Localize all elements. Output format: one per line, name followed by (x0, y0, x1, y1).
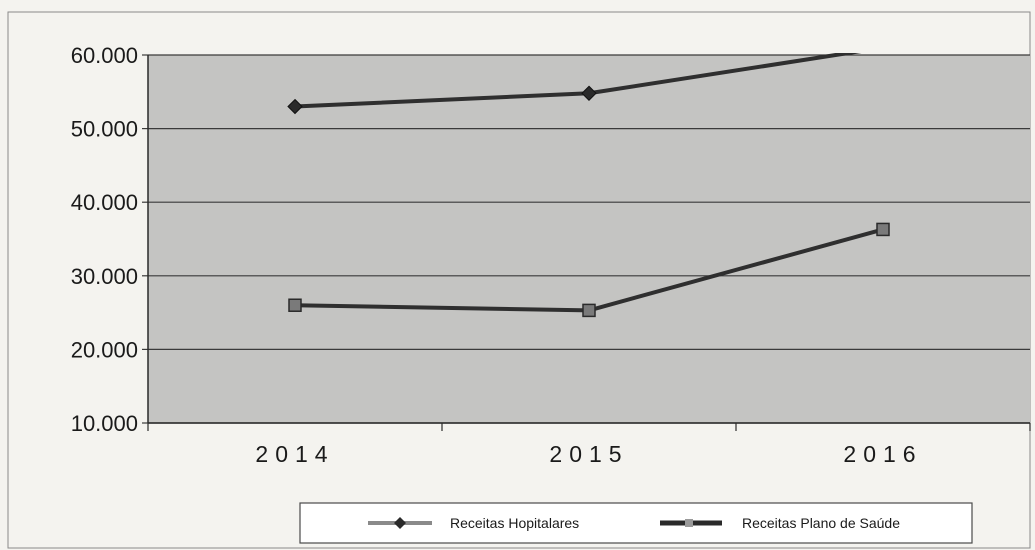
x-tick-label: 2014 (255, 441, 334, 467)
legend-label: Receitas Plano de Saúde (742, 515, 900, 531)
y-tick-label: 20.000 (71, 337, 138, 362)
y-tick-label: 60.000 (71, 43, 138, 68)
plot-area (148, 55, 1030, 423)
data-point (582, 303, 596, 318)
x-tick-label: 2016 (843, 441, 922, 467)
data-point (581, 85, 597, 101)
x-tick-label: 2015 (549, 441, 628, 467)
legend-label: Receitas Hopitalares (450, 515, 579, 531)
y-tick-label: 30.000 (71, 264, 138, 289)
data-point (876, 222, 890, 237)
legend-swatch-marker (685, 519, 693, 527)
y-tick-label: 50.000 (71, 117, 138, 142)
data-point (288, 298, 302, 312)
legend-swatch-marker (394, 517, 406, 529)
y-tick-label: 40.000 (71, 190, 138, 215)
data-point (287, 98, 303, 115)
y-tick-label: 10.000 (71, 411, 138, 436)
